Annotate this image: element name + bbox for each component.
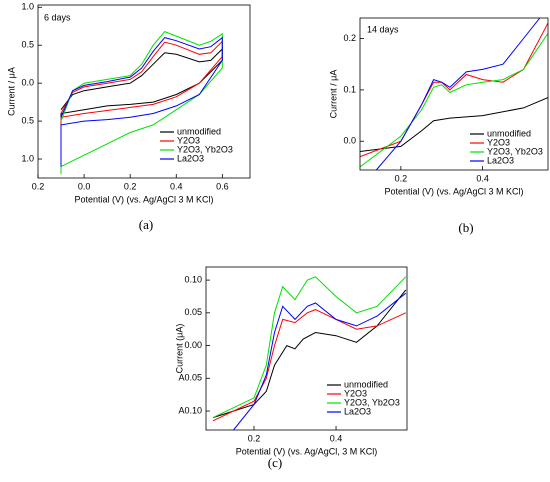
legend-label: Y2O3, Yb2O3 bbox=[177, 144, 233, 154]
y-tick-label: 0.00 bbox=[184, 340, 202, 350]
plot-frame bbox=[359, 17, 549, 171]
y-axis-label: Current (μA) bbox=[174, 324, 184, 374]
x-tick-label: 0.4 bbox=[330, 433, 343, 443]
caption: (b) bbox=[458, 220, 473, 235]
series-line bbox=[60, 47, 223, 125]
x-tick-label: 0.4 bbox=[170, 181, 183, 191]
legend-label: unmodified bbox=[344, 379, 388, 389]
y-tick-label: 0.5 bbox=[21, 40, 34, 50]
y-tick-label: 1.0 bbox=[21, 2, 34, 12]
legend-label: Y2O3, Yb2O3 bbox=[487, 146, 543, 156]
x-axis-label: Potential (V) (vs. Ag/AgCl 3 M KCl) bbox=[384, 186, 523, 196]
x-tick-label: 0.2 bbox=[32, 181, 45, 191]
x-tick-label: 0.2 bbox=[248, 433, 261, 443]
series-line bbox=[360, 97, 548, 152]
series-line bbox=[375, 18, 541, 170]
y-axis-label: Current / μA bbox=[6, 67, 16, 116]
y-tick-label: 1.0 bbox=[21, 153, 34, 163]
series-line bbox=[212, 309, 407, 422]
x-axis-label: Potential (V) (vs. Ag/AgCl, 3 M KCl) bbox=[236, 446, 378, 456]
x-axis-label: Potential (V) (vs. Ag/AgCl 3 M KCl) bbox=[74, 194, 213, 204]
series-line bbox=[60, 36, 223, 167]
series-line bbox=[233, 292, 407, 430]
y-tick-label: 0.0 bbox=[343, 136, 356, 146]
caption: (c) bbox=[268, 455, 282, 470]
annotation: 6 days bbox=[44, 12, 71, 22]
legend-label: unmodified bbox=[487, 128, 531, 138]
x-tick-label: 0.4 bbox=[476, 173, 489, 183]
x-tick-label: 0.2 bbox=[395, 173, 408, 183]
legend-label: Y2O3 bbox=[487, 137, 510, 147]
x-tick-label: 0.0 bbox=[78, 181, 91, 191]
y-tick-label: 0.1 bbox=[343, 84, 356, 94]
annotation: 14 days bbox=[367, 24, 399, 34]
legend-label: unmodified bbox=[177, 126, 221, 136]
series-line bbox=[360, 33, 548, 168]
plot-frame bbox=[37, 4, 251, 179]
y-tick-label: 0.5 bbox=[21, 115, 34, 125]
caption: (a) bbox=[139, 217, 153, 232]
legend-label: Y2O3, Yb2O3 bbox=[344, 397, 400, 407]
series-line bbox=[60, 40, 223, 129]
legend-label: Y2O3 bbox=[177, 135, 200, 145]
legend-label: Y2O3 bbox=[344, 388, 367, 398]
y-tick-label: 0.2 bbox=[343, 33, 356, 43]
y-tick-label: A0.10 bbox=[178, 405, 202, 415]
y-tick-label: 0.0 bbox=[21, 78, 34, 88]
series-line bbox=[60, 31, 223, 175]
series-line bbox=[212, 276, 407, 419]
legend-label: La2O3 bbox=[344, 406, 371, 416]
y-axis-label: Current / μA bbox=[328, 70, 338, 119]
series-line bbox=[212, 289, 407, 419]
legend-label: La2O3 bbox=[487, 155, 514, 165]
y-tick-label: A0.05 bbox=[178, 373, 202, 383]
x-tick-label: 0.2 bbox=[124, 181, 137, 191]
y-tick-label: 0.10 bbox=[184, 274, 202, 284]
plot-frame bbox=[205, 266, 408, 431]
x-tick-label: 0.6 bbox=[216, 181, 229, 191]
legend-label: La2O3 bbox=[177, 153, 204, 163]
y-tick-label: 0.05 bbox=[184, 307, 202, 317]
